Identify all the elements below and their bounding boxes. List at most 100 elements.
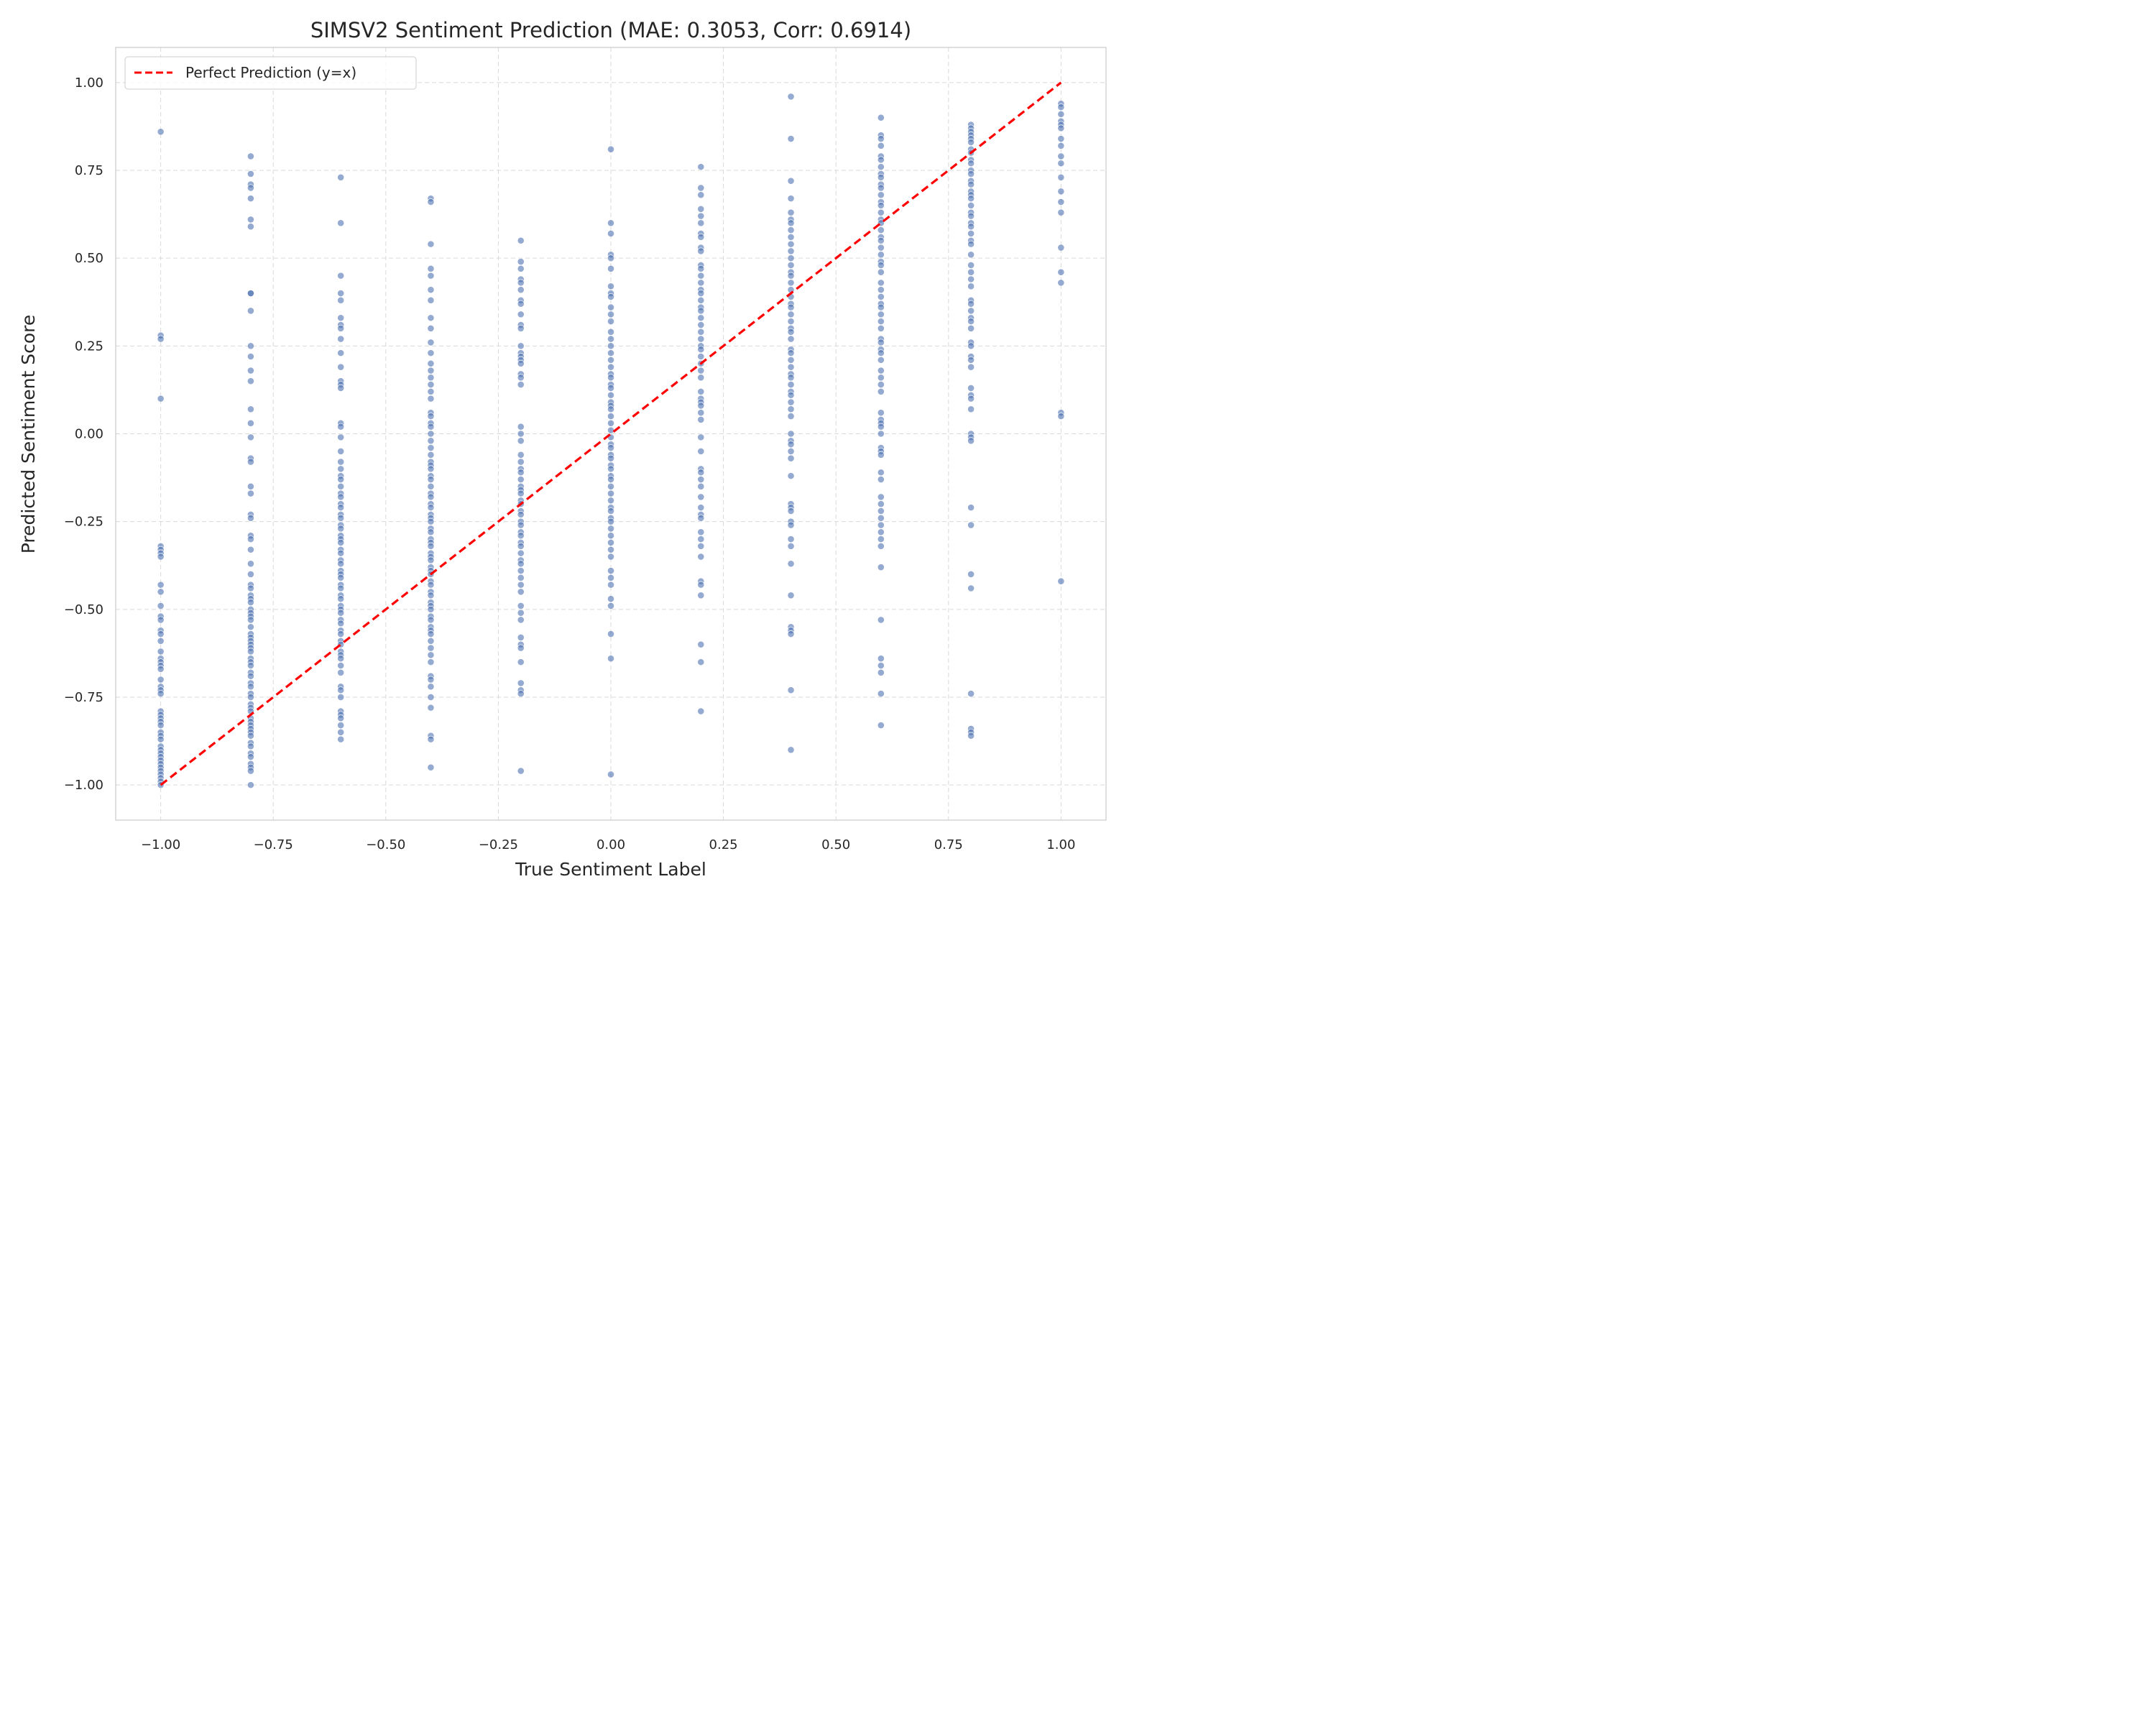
data-point [787,630,795,638]
data-point [427,504,435,512]
data-point [697,542,705,550]
data-point [787,686,795,694]
data-point [427,296,435,304]
x-tick-label: 0.50 [821,837,850,852]
data-point [427,518,435,525]
data-point [697,212,705,220]
data-point [247,514,254,522]
data-point [427,658,435,666]
data-point [607,546,614,553]
data-point [247,648,254,656]
data-point [517,560,525,568]
data-point [787,262,795,269]
data-point [1057,268,1065,276]
data-point [427,413,435,420]
data-point [787,254,795,262]
data-point [427,430,435,438]
data-point [967,223,975,231]
data-point [157,553,165,561]
legend: Perfect Prediction (y=x) [124,56,417,90]
data-point [247,367,254,374]
data-point [517,325,525,332]
data-point [967,268,975,276]
data-point [607,405,614,413]
data-point [517,658,525,666]
data-point [1057,142,1065,150]
data-point [247,546,254,553]
data-point [607,553,614,561]
data-point [337,290,345,297]
data-point [877,339,885,346]
data-point [877,616,885,624]
data-point [517,300,525,308]
data-point [787,535,795,543]
data-point [967,180,975,188]
data-point [607,482,614,490]
data-point [247,662,254,669]
data-point [427,704,435,712]
data-point [877,469,885,477]
data-point [877,244,885,252]
data-point [877,251,885,259]
data-point [787,454,795,462]
data-point [427,451,435,459]
data-point [337,325,345,332]
data-point [787,93,795,101]
data-point [427,437,435,445]
data-point [967,170,975,178]
data-point [607,254,614,262]
data-point [787,542,795,550]
data-point [427,395,435,402]
data-point [787,318,795,326]
data-point [517,532,525,540]
y-tick-label: 0.50 [75,251,103,266]
data-point [247,732,254,740]
data-point [1057,244,1065,252]
data-point [967,356,975,364]
data-point [427,651,435,659]
data-point [787,349,795,357]
y-tick-labels: −1.00 −0.75 −0.50 −0.25 0.00 0.25 0.50 0.75 1.00 [64,75,103,793]
x-tick-label: −1.00 [141,837,180,852]
data-point [877,349,885,357]
data-point [787,560,795,568]
data-point [1057,104,1065,111]
data-point [607,335,614,343]
data-point [337,314,345,322]
data-point [967,385,975,392]
data-point [877,286,885,294]
data-point [427,528,435,536]
data-point [877,374,885,382]
data-point [1057,198,1065,206]
data-point [787,507,795,515]
data-point [427,381,435,388]
data-point [337,335,345,343]
data-point [697,205,705,213]
data-point [967,437,975,445]
data-point [517,381,525,388]
data-point [337,514,345,522]
data-point [517,609,525,617]
data-point [247,781,254,789]
data-point [697,581,705,589]
data-point [607,219,614,227]
data-point [517,510,525,518]
data-point [787,413,795,420]
data-point [517,690,525,697]
data-point [787,472,795,480]
data-point [607,581,614,589]
data-point [787,226,795,234]
data-point [337,482,345,490]
data-point [427,581,435,589]
data-point [1057,173,1065,181]
data-point [697,184,705,192]
data-point [787,240,795,248]
data-point [157,616,165,624]
data-point [607,145,614,153]
data-point [877,163,885,171]
data-point [607,303,614,311]
data-point [607,444,614,451]
data-point [427,482,435,490]
data-point [247,405,254,413]
data-point [247,216,254,224]
